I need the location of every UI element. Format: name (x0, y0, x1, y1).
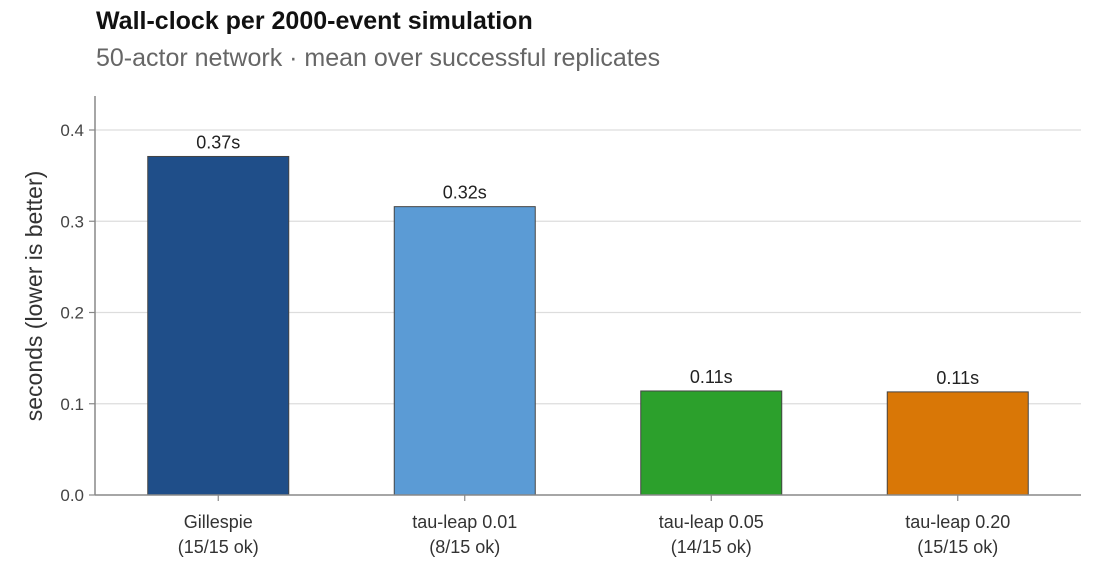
bar-2 (640, 390, 783, 496)
chart-title: Wall-clock per 2000-event simulation (96, 7, 533, 35)
data-label: 0.37s (196, 132, 240, 152)
bar-1 (393, 206, 536, 496)
y-ticks: 0.0 0.1 0.2 0.3 0.4 (60, 121, 95, 505)
y-axis-label: seconds (lower is better) (21, 171, 47, 422)
data-label: 0.11s (690, 367, 733, 387)
x-ticks: Gillespie (15/15 ok) tau-leap 0.01 (8/15 ok… (178, 495, 1010, 557)
data-label: 0.11s (936, 368, 979, 388)
axes (94, 96, 1081, 496)
data-label: 0.32s (443, 183, 487, 203)
bars (147, 155, 1029, 496)
x-tick-note: (14/15 ok) (671, 537, 752, 557)
y-tick-label: 0.3 (60, 212, 84, 231)
x-tick-label: Gillespie (184, 512, 253, 532)
chart-subtitle: 50-actor network · mean over successful … (96, 44, 661, 72)
x-tick-label: tau-leap 0.01 (412, 512, 517, 532)
bar-0 (147, 155, 290, 496)
bar-3 (886, 391, 1029, 496)
y-tick-label: 0.2 (60, 304, 84, 323)
data-labels: 0.37s 0.32s 0.11s 0.11s (196, 132, 979, 387)
y-tick-label: 0.0 (60, 486, 84, 505)
x-tick-label: tau-leap 0.05 (659, 512, 764, 532)
x-tick-note: (8/15 ok) (429, 537, 500, 557)
x-tick-note: (15/15 ok) (178, 537, 259, 557)
y-tick-label: 0.4 (60, 121, 84, 140)
y-tick-label: 0.1 (60, 395, 84, 414)
x-tick-label: tau-leap 0.20 (905, 512, 1010, 532)
x-tick-note: (15/15 ok) (917, 537, 998, 557)
